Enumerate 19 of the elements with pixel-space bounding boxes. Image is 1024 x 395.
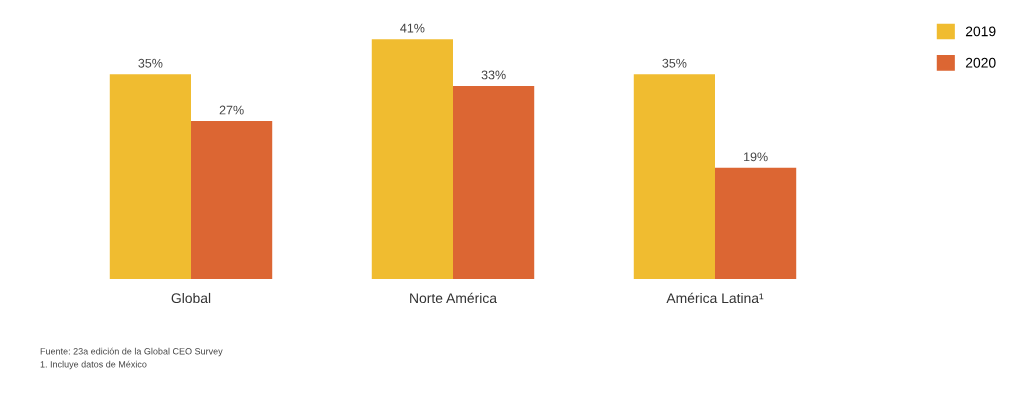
bar <box>191 121 273 279</box>
data-label: 27% <box>219 105 244 115</box>
bar <box>371 39 453 279</box>
legend-label: 2020 <box>965 57 996 68</box>
source-note: Fuente: 23a edición de la Global CEO Survey <box>40 347 223 357</box>
data-label: 33% <box>481 70 506 80</box>
legend-label: 2019 <box>965 26 996 37</box>
bar <box>633 74 715 279</box>
x-tick-label: Norte América <box>410 292 497 304</box>
bar <box>453 85 535 279</box>
x-tick-label: Global <box>171 292 211 304</box>
x-tick-label: América Latina¹ <box>666 292 764 304</box>
data-label: 35% <box>138 58 163 68</box>
bar <box>715 167 797 279</box>
data-label: 19% <box>744 152 768 162</box>
data-label: 35% <box>662 58 687 68</box>
bar <box>109 74 191 279</box>
text: 1. Incluye datos de México <box>40 360 147 370</box>
data-label: 41% <box>400 23 425 33</box>
